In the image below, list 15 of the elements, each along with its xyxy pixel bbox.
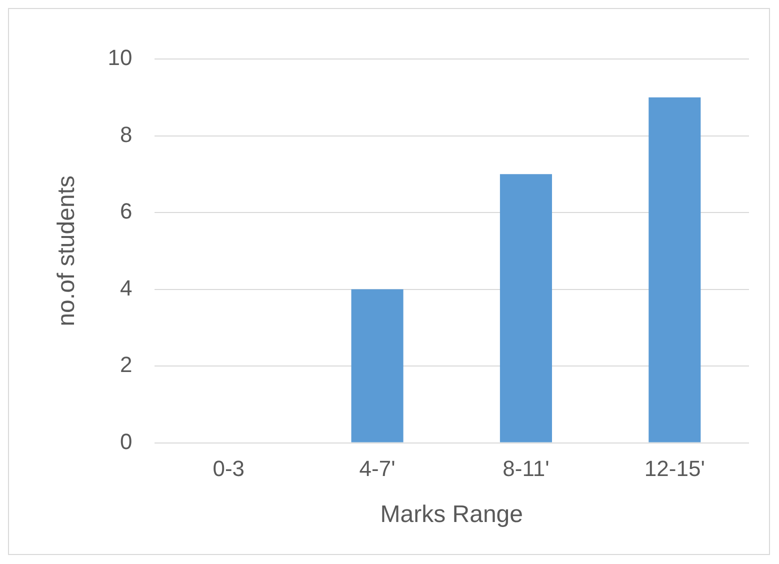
bar bbox=[351, 289, 404, 442]
bar bbox=[648, 97, 701, 442]
x-axis-title: Marks Range bbox=[380, 501, 524, 528]
y-tick-label: 6 bbox=[120, 198, 132, 224]
x-tick-label: 12-15' bbox=[644, 456, 705, 482]
x-tick-label: 4-7' bbox=[359, 456, 396, 482]
y-tick-label: 4 bbox=[120, 275, 132, 300]
y-tick-label: 0 bbox=[120, 428, 132, 454]
x-tick-label: 8-11' bbox=[502, 456, 550, 482]
y-tick-label: 2 bbox=[120, 352, 132, 378]
bar bbox=[500, 174, 552, 442]
x-tick-label: 0-3 bbox=[212, 456, 245, 482]
y-tick-label: 10 bbox=[108, 45, 132, 70]
y-axis-title: no.of students bbox=[53, 176, 80, 326]
y-tick-label: 8 bbox=[120, 122, 132, 147]
